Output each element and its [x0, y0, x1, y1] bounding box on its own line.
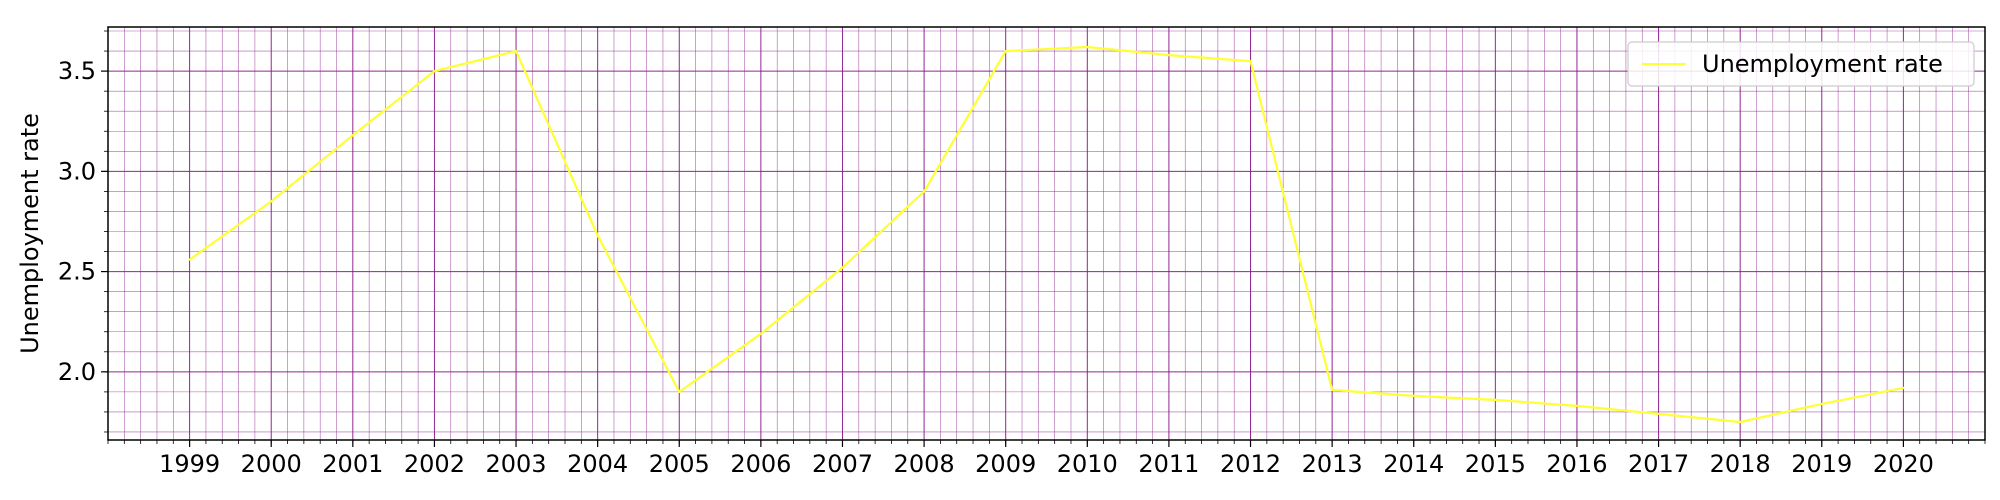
x-tick-label: 1999 [159, 450, 220, 478]
x-tick-label: 2008 [894, 450, 955, 478]
data-point [1575, 404, 1579, 408]
x-tick-label: 2004 [567, 450, 628, 478]
x-tick-label: 2001 [322, 450, 383, 478]
x-tick-label: 2002 [404, 450, 465, 478]
x-tick-label: 2015 [1465, 450, 1526, 478]
data-point [270, 200, 273, 203]
data-point [841, 266, 844, 269]
data-point [1657, 412, 1660, 416]
x-tick-label: 2020 [1873, 450, 1934, 478]
x-tick-label: 2019 [1791, 450, 1852, 478]
data-point [1004, 49, 1007, 53]
x-tick-label: 2003 [486, 450, 547, 478]
y-tick-label: 2.5 [58, 258, 96, 286]
legend: Unemployment rate [1627, 41, 1975, 87]
data-point [514, 49, 518, 53]
y-tick-label: 2.0 [58, 358, 96, 386]
x-tick-label: 2013 [1302, 450, 1363, 478]
data-point [759, 332, 762, 335]
data-point [678, 390, 681, 393]
x-tick-label: 2007 [812, 450, 873, 478]
series-line [188, 45, 1904, 424]
data-point [1331, 388, 1334, 391]
x-tick-label: 2005 [649, 450, 710, 478]
axis-ticks: 1999 2000 2001 2002 2003 2004 2005 2006 2007 2008… [58, 30, 1986, 478]
grid [107, 27, 1986, 440]
data-point [1167, 53, 1171, 57]
legend-box [1627, 41, 1975, 87]
x-tick-label: 2011 [1138, 450, 1199, 478]
x-tick-label: 2006 [730, 450, 791, 478]
data-point [922, 190, 926, 193]
data-point [1739, 420, 1742, 424]
data-point [1412, 394, 1415, 397]
x-tick-label: 2010 [1057, 450, 1118, 478]
y-tick-label: 3.5 [58, 57, 96, 85]
x-tick-label: 2012 [1220, 450, 1281, 478]
data-point [1820, 402, 1823, 406]
data-point [596, 234, 599, 237]
y-tick-label: 3.0 [58, 157, 96, 185]
x-tick-label: 2016 [1546, 450, 1607, 478]
legend-label: Unemployment rate [1702, 50, 1943, 78]
data-point [1902, 386, 1905, 389]
x-tick-label: 2018 [1710, 450, 1771, 478]
x-tick-label: 2014 [1383, 450, 1444, 478]
data-point [1249, 59, 1252, 63]
y-axis-label: Unemployment rate [16, 113, 44, 354]
x-tick-label: 2017 [1628, 450, 1689, 478]
plot-frame [107, 26, 1986, 441]
series-layer [188, 45, 1905, 424]
data-point [433, 70, 436, 73]
data-point [1494, 398, 1497, 402]
data-point [188, 258, 191, 261]
x-tick-label: 2000 [241, 450, 302, 478]
data-point [1086, 45, 1089, 49]
x-tick-label: 2009 [975, 450, 1036, 478]
data-point [351, 134, 354, 137]
